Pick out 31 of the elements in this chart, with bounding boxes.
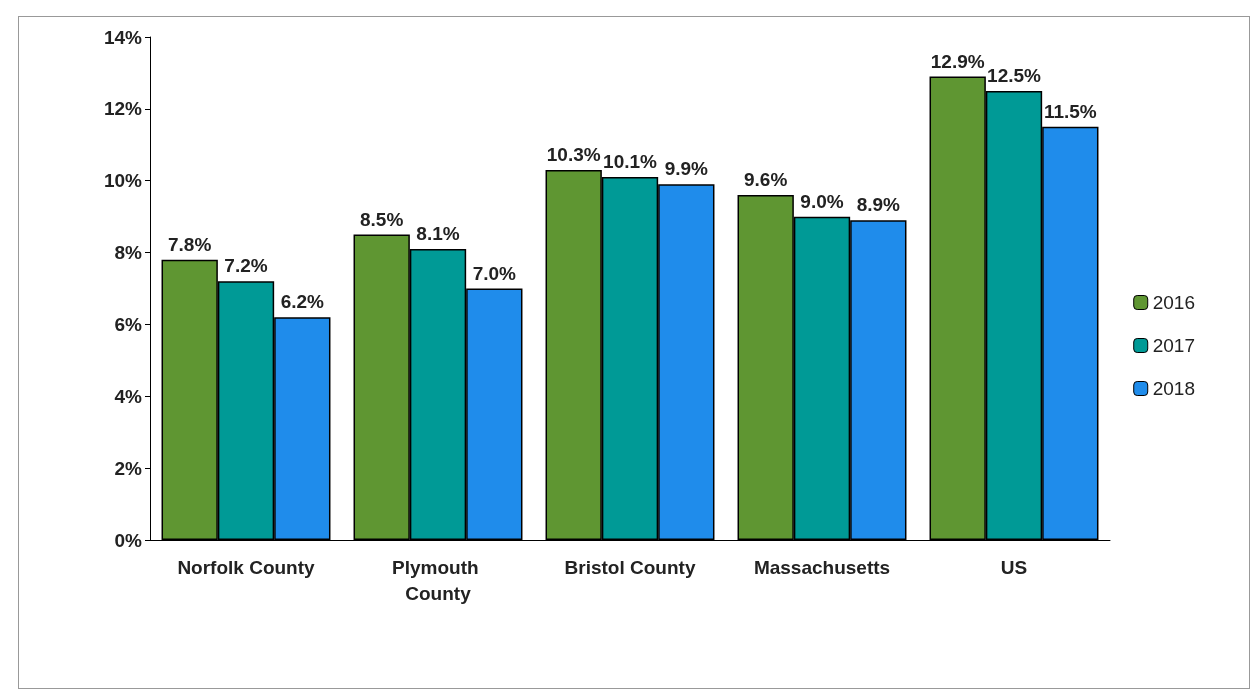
x-tick-label: US bbox=[1000, 556, 1028, 578]
y-tick-label: 4% bbox=[114, 385, 143, 407]
data-label: 10.1% bbox=[603, 151, 658, 173]
x-tick-label: Bristol County bbox=[564, 556, 696, 578]
y-tick-label: 2% bbox=[114, 457, 143, 479]
y-tick-label: 10% bbox=[103, 170, 143, 192]
data-label: 7.8% bbox=[168, 233, 212, 255]
x-tick-label: Massachusetts bbox=[753, 556, 891, 578]
data-label: 9.6% bbox=[744, 169, 788, 191]
y-tick-label: 8% bbox=[114, 242, 143, 264]
x-tick-label: Plymouth County bbox=[392, 556, 484, 604]
y-tick-label: 14% bbox=[103, 26, 143, 48]
data-label: 8.9% bbox=[856, 194, 901, 216]
data-label: 7.2% bbox=[224, 255, 268, 277]
data-label: 12.5% bbox=[987, 64, 1042, 86]
y-tick-label: 6% bbox=[114, 313, 143, 335]
y-tick-label: 0% bbox=[114, 529, 143, 551]
data-label: 7.0% bbox=[472, 262, 517, 284]
data-label: 9.0% bbox=[800, 190, 844, 212]
data-label: 8.1% bbox=[416, 222, 460, 244]
legend-label: 2018 bbox=[1152, 378, 1196, 399]
data-label: 6.2% bbox=[280, 291, 325, 313]
data-label: 9.9% bbox=[664, 158, 709, 180]
x-tick-label: Norfolk County bbox=[177, 556, 316, 578]
data-label: 10.3% bbox=[546, 143, 601, 165]
y-tick-label: 12% bbox=[103, 98, 143, 120]
data-label: 8.5% bbox=[360, 208, 404, 230]
data-label: 11.5% bbox=[1043, 100, 1097, 122]
legend-label: 2016 bbox=[1152, 292, 1196, 313]
data-label: 12.9% bbox=[930, 50, 985, 72]
legend-label: 2017 bbox=[1152, 335, 1196, 356]
